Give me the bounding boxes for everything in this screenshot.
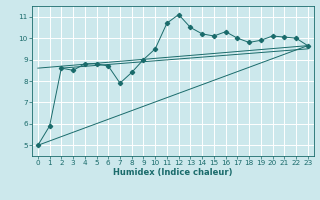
X-axis label: Humidex (Indice chaleur): Humidex (Indice chaleur)	[113, 168, 233, 177]
